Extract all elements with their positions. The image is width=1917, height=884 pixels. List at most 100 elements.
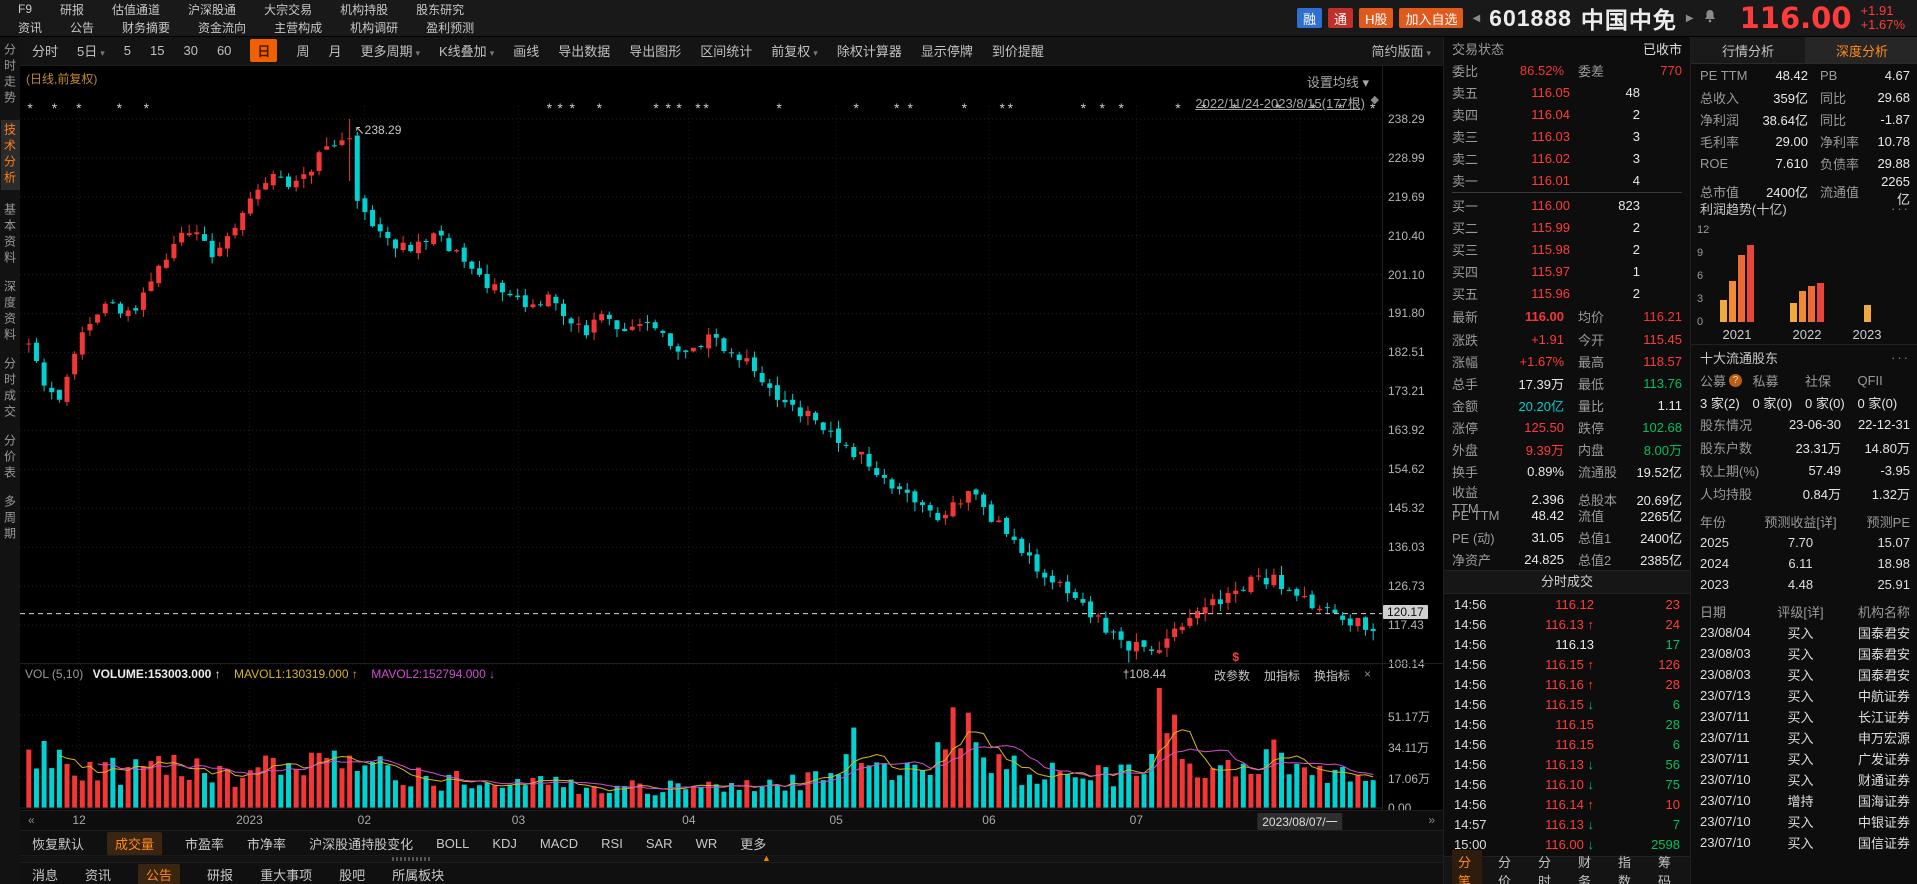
toolbar-item[interactable]: 画线 — [513, 44, 540, 60]
event-mark-icon[interactable]: * — [999, 99, 1005, 116]
event-mark-icon[interactable]: * — [1337, 99, 1343, 116]
menu-item[interactable]: 盈利预测 — [426, 20, 475, 35]
event-mark-icon[interactable]: * — [546, 99, 553, 116]
volume-pane[interactable]: VOL (5,10) VOLUME:153003.000 ↑ MAVOL1:13… — [20, 662, 1443, 815]
menu-item[interactable]: 股东研究 — [416, 2, 465, 17]
event-mark-icon[interactable]: * — [776, 99, 782, 116]
holders-menu-icon[interactable]: ··· — [1891, 349, 1910, 365]
event-mark-icon[interactable]: * — [51, 99, 58, 116]
sidebar-item-基本资料[interactable]: 基本资料 — [2, 203, 17, 267]
date-range-label[interactable]: 2022/11/24-2023/8/15(177根) — [1195, 95, 1365, 111]
toolbar-item[interactable]: 周 — [296, 44, 310, 60]
help-icon[interactable]: ? — [1729, 373, 1743, 387]
indicator-tab-市盈率[interactable]: 市盈率 — [185, 836, 225, 852]
indicator-tab-MACD[interactable]: MACD — [539, 835, 579, 851]
event-mark-icon[interactable]: * — [557, 99, 563, 116]
menu-item[interactable]: 估值通道 — [112, 2, 161, 17]
event-mark-icon[interactable]: * — [116, 99, 123, 116]
indicator-tab-KDJ[interactable]: KDJ — [492, 835, 517, 851]
event-mark-icon[interactable]: * — [853, 99, 859, 116]
toolbar-item[interactable]: 30 — [183, 43, 198, 59]
tick-tab-分笔[interactable]: 分笔 — [1452, 850, 1482, 884]
toolbar-item[interactable]: 日 — [250, 39, 278, 63]
scrollbar-expand-icon[interactable]: ▲ — [762, 853, 771, 864]
scroll-left-icon[interactable]: « — [28, 812, 35, 827]
event-mark-icon[interactable]: * — [665, 99, 671, 116]
indicator-tab-市净率[interactable]: 市净率 — [247, 836, 287, 852]
indicator-tab-成交量[interactable]: 成交量 — [107, 831, 163, 855]
toolbar-item[interactable]: 15 — [150, 43, 165, 59]
menu-item[interactable]: F9 — [18, 2, 33, 16]
kline-pane[interactable]: (日线,前复权) 设置均线 ▾ 2022/11/24-2023/8/15(177… — [20, 65, 1443, 681]
next-stock-icon[interactable]: ▶ — [1685, 12, 1694, 24]
event-mark-icon[interactable]: * — [143, 99, 150, 116]
toolbar-item[interactable]: 分时 — [32, 44, 59, 60]
toolbar-item[interactable]: 更多周期 ▾ — [360, 44, 421, 60]
toolbar-item[interactable]: K线叠加 ▾ — [439, 44, 495, 60]
toolbar-item[interactable]: 5 — [123, 43, 132, 59]
tick-tab-筹码[interactable]: 筹码 — [1658, 855, 1672, 884]
menu-item[interactable]: 机构调研 — [350, 20, 399, 35]
close-indicator-icon[interactable]: × — [1363, 666, 1371, 681]
scrollbar-thumb[interactable] — [392, 857, 432, 862]
sidebar-item-深度资料[interactable]: 深度资料 — [2, 280, 17, 344]
tick-tab-指数[interactable]: 指数 — [1618, 855, 1632, 884]
news-tab-研报[interactable]: 研报 — [207, 867, 234, 883]
event-mark-icon[interactable]: * — [1310, 99, 1316, 116]
toolbar-item[interactable]: 导出数据 — [558, 44, 611, 60]
toolbar-item[interactable]: 前复权 ▾ — [771, 44, 818, 60]
event-mark-icon[interactable]: * — [1080, 99, 1087, 116]
toolbar-item[interactable]: 到价提醒 — [991, 44, 1044, 60]
event-mark-icon[interactable]: * — [596, 99, 603, 116]
badge-通[interactable]: 通 — [1328, 8, 1354, 28]
toolbar-item[interactable]: 5日 ▾ — [77, 44, 105, 60]
tick-tab-分价[interactable]: 分价 — [1498, 855, 1512, 884]
tick-tab-分时[interactable]: 分时 — [1538, 855, 1552, 884]
analysis-tab-行情分析[interactable]: 行情分析 — [1691, 37, 1805, 63]
event-mark-icon[interactable]: * — [1175, 99, 1181, 116]
event-mark-icon[interactable]: * — [653, 99, 659, 116]
indicator-tab-沪深股通持股变化[interactable]: 沪深股通持股变化 — [309, 836, 414, 852]
toolbar-item[interactable]: 除权计算器 — [836, 44, 902, 60]
event-mark-icon[interactable]: * — [569, 99, 575, 116]
menu-item[interactable]: 主营构成 — [274, 20, 323, 35]
event-mark-icon[interactable]: * — [1118, 99, 1124, 116]
analysis-tab-深度分析[interactable]: 深度分析 — [1805, 37, 1917, 63]
news-tab-股吧[interactable]: 股吧 — [339, 867, 366, 883]
chart-scrollbar[interactable]: ▲ — [20, 853, 1443, 864]
badge-加入自选[interactable]: 加入自选 — [1399, 8, 1464, 28]
indicator-tab-恢复默认[interactable]: 恢复默认 — [32, 836, 85, 852]
event-mark-icon[interactable]: * — [907, 99, 913, 116]
menu-item[interactable]: 研报 — [60, 2, 85, 17]
tick-tab-财务[interactable]: 财务 — [1578, 855, 1592, 884]
event-mark-icon[interactable]: * — [1007, 99, 1014, 116]
event-mark-icon[interactable]: * — [695, 99, 701, 116]
indicator-tab-SAR[interactable]: SAR — [645, 835, 673, 851]
indicator-tab-WR[interactable]: WR — [695, 835, 718, 851]
event-mark-icon[interactable]: * — [894, 99, 900, 116]
badge-融[interactable]: 融 — [1297, 8, 1323, 28]
indicator-tab-更多[interactable]: 更多 — [740, 836, 767, 852]
kline-chart[interactable] — [20, 66, 1443, 665]
news-tab-资讯[interactable]: 资讯 — [85, 867, 112, 883]
news-tab-公告[interactable]: 公告 — [138, 863, 181, 884]
menu-item[interactable]: 沪深股通 — [188, 2, 237, 17]
menu-item[interactable]: 大宗交易 — [264, 2, 313, 17]
indicator-tab-RSI[interactable]: RSI — [601, 835, 623, 851]
scroll-right-icon[interactable]: » — [1428, 812, 1435, 827]
toolbar-item[interactable]: 显示停牌 — [920, 44, 973, 60]
profit-menu-icon[interactable]: ··· — [1891, 200, 1910, 216]
sidebar-item-分时成交[interactable]: 分时成交 — [2, 357, 17, 421]
simple-layout-button[interactable]: 简约版面 ▾ — [1371, 44, 1431, 60]
sidebar-item-技术分析[interactable]: 技术分析 — [0, 120, 20, 190]
vol-control-改参数[interactable]: 改参数 — [1213, 668, 1250, 683]
news-tab-重大事项[interactable]: 重大事项 — [260, 867, 313, 883]
event-mark-icon[interactable]: * — [703, 99, 709, 116]
event-mark-icon[interactable]: * — [1232, 99, 1238, 116]
event-mark-icon[interactable]: * — [76, 99, 82, 116]
toolbar-item[interactable]: 60 — [216, 43, 232, 59]
news-tab-所属板块[interactable]: 所属板块 — [392, 867, 445, 883]
toolbar-item[interactable]: 月 — [328, 44, 342, 60]
sidebar-item-分时走势[interactable]: 分时走势 — [2, 43, 17, 107]
vol-control-加指标[interactable]: 加指标 — [1263, 668, 1300, 683]
